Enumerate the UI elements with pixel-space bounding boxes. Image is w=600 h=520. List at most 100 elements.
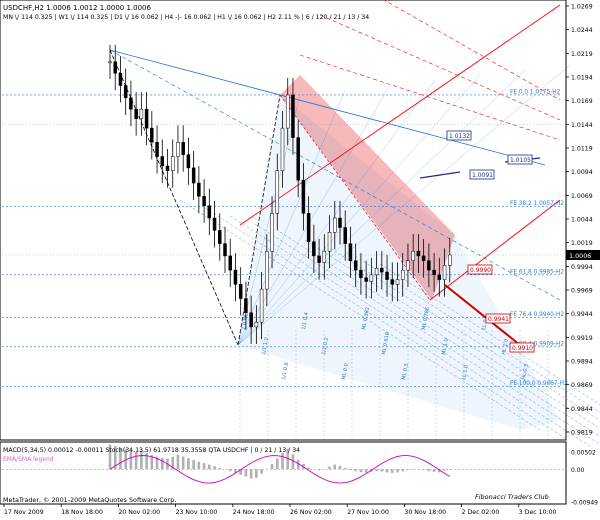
- fan-parallel-line: [354, 255, 600, 413]
- x-tick-label: 23 Nov 10:00: [176, 509, 218, 516]
- fe-level-label: FE 38.2 1.0057-H2: [510, 201, 564, 207]
- candle-body: [322, 250, 327, 263]
- y-tick-label: 0.9994: [571, 264, 593, 271]
- candle-body: [129, 97, 133, 110]
- macd-bar: [438, 469, 441, 473]
- price-box-label: 1.0091: [472, 172, 493, 179]
- fan-annotation: ML 0.0: [341, 363, 350, 380]
- footer-club: Fibonacci Traders Club: [475, 493, 549, 501]
- candle-body: [202, 196, 206, 206]
- indicator-tick-label: 0.00: [571, 467, 585, 474]
- y-tick-label: 1.0194: [571, 75, 593, 82]
- candle-body: [191, 167, 196, 184]
- macd-bar: [249, 469, 253, 479]
- macd-bar: [181, 456, 185, 470]
- y-tick-label: 0.9819: [571, 430, 593, 437]
- price-box-label: 0.9910: [512, 345, 533, 352]
- candle-body: [338, 217, 342, 228]
- candle-body: [181, 142, 185, 155]
- price-box: [507, 154, 533, 165]
- macd-bar: [338, 465, 342, 470]
- fan-annotation: ML 0.382: [361, 307, 371, 331]
- candle-body: [228, 255, 232, 271]
- price-box: [467, 264, 493, 275]
- price-box: [469, 169, 495, 180]
- main-chart-frame: [0, 0, 567, 441]
- candle-body: [448, 254, 452, 266]
- candle-body: [400, 269, 405, 280]
- red-parallel: [319, 14, 561, 121]
- candle-body: [244, 298, 248, 313]
- candle-body: [197, 182, 201, 197]
- y-tick-label: 0.9894: [571, 359, 593, 366]
- y-tick-label: 1.0219: [571, 51, 593, 58]
- x-tick-label: 18 Nov 18:00: [61, 509, 103, 516]
- x-tick-label: 27 Nov 10:00: [347, 509, 389, 516]
- indicator-tick-label: -0.00949: [571, 500, 598, 507]
- macd-bar: [129, 450, 133, 470]
- candle-body: [233, 269, 238, 285]
- pink-channel-band: [280, 75, 455, 300]
- price-levels-layer: [2, 94, 562, 387]
- candle-body: [416, 250, 421, 257]
- candle-body: [359, 269, 363, 278]
- price-box-label: 0.9990: [470, 267, 491, 274]
- candle-body: [259, 288, 264, 323]
- indicator-frame: [0, 441, 567, 505]
- indicator-tick-label: 0.00502: [571, 450, 596, 457]
- x-tick-label: 17 Nov 2009: [4, 509, 44, 516]
- y-tick-label: 1.0044: [571, 217, 593, 224]
- macd-bar: [286, 448, 290, 470]
- red-parallel: [383, 0, 561, 101]
- fan-annotation: 1/1 0.4: [301, 312, 310, 330]
- price-box-label: 1.0105: [510, 157, 531, 164]
- macd-bar: [255, 469, 258, 478]
- price-box: [485, 313, 511, 324]
- price-box-label: 1.0132: [449, 133, 470, 140]
- candle-body: [207, 205, 212, 219]
- y-tick-label: 0.9869: [571, 382, 593, 389]
- red-channel-layer: [239, 0, 561, 346]
- fe-level-label: FE 0.0 1.0175-H2: [510, 89, 561, 95]
- fe-level-label: FE 61.8 0.9985-H2: [510, 269, 564, 275]
- x-tick-label: 30 Nov 18:00: [404, 509, 446, 516]
- candle-body: [301, 179, 306, 214]
- red-parallel: [299, 54, 561, 141]
- price-box: [446, 130, 472, 141]
- candle-body: [170, 156, 175, 171]
- fan-rising-line: [237, 69, 526, 346]
- macd-bar: [187, 458, 190, 470]
- macd-bar: [124, 449, 127, 470]
- fe-level-label: FE 90.4 0.9909-H2: [510, 341, 564, 347]
- macd-bar: [291, 454, 295, 470]
- macd-bar: [333, 464, 337, 470]
- candle-body: [312, 241, 316, 257]
- macd-bar: [244, 469, 248, 477]
- macd-bar: [239, 469, 242, 475]
- macd-bar: [113, 446, 117, 470]
- macd-bar: [176, 454, 180, 470]
- macd-bar: [307, 467, 310, 470]
- candle-body: [144, 108, 149, 129]
- y-tick-label: 1.0144: [571, 122, 593, 129]
- macd-bar: [119, 447, 122, 470]
- candle-body: [123, 85, 128, 99]
- macd-bar: [218, 467, 222, 470]
- candle-body: [390, 279, 395, 285]
- price-box-label: 0.9941: [488, 316, 509, 323]
- current-price-tag: [566, 249, 600, 260]
- macd-bar: [406, 469, 410, 471]
- y-tick-label: 1.0069: [571, 193, 593, 200]
- candles-layer: [108, 44, 452, 344]
- macd-bar: [443, 469, 446, 471]
- macd-bar: [140, 450, 143, 470]
- indicator-layer: 0.00502 0.00 -0.00949: [2, 444, 598, 507]
- red-center: [279, 94, 431, 301]
- candle-body: [139, 108, 144, 119]
- candle-body: [374, 267, 379, 276]
- macd-bar: [432, 469, 436, 472]
- red-channel-lower: [429, 199, 561, 301]
- candle-body: [296, 137, 300, 181]
- fan-ray: [109, 49, 561, 301]
